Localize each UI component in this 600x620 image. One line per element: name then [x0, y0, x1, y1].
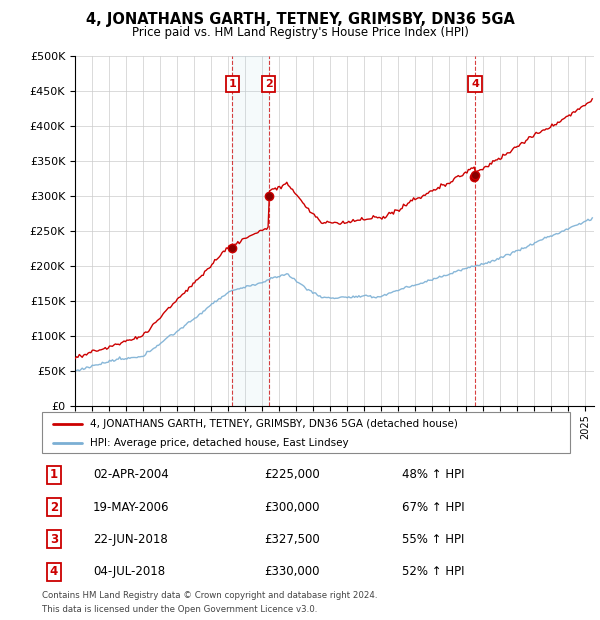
Text: £330,000: £330,000	[264, 565, 320, 578]
FancyBboxPatch shape	[42, 412, 570, 453]
Text: 1: 1	[50, 469, 58, 481]
Text: 4, JONATHANS GARTH, TETNEY, GRIMSBY, DN36 5GA: 4, JONATHANS GARTH, TETNEY, GRIMSBY, DN3…	[86, 12, 514, 27]
Text: HPI: Average price, detached house, East Lindsey: HPI: Average price, detached house, East…	[89, 438, 348, 448]
Text: Contains HM Land Registry data © Crown copyright and database right 2024.: Contains HM Land Registry data © Crown c…	[42, 591, 377, 600]
Text: 22-JUN-2018: 22-JUN-2018	[93, 533, 168, 546]
Text: 3: 3	[50, 533, 58, 546]
Text: 19-MAY-2006: 19-MAY-2006	[93, 501, 170, 513]
Text: 02-APR-2004: 02-APR-2004	[93, 469, 169, 481]
Text: 67% ↑ HPI: 67% ↑ HPI	[402, 501, 464, 513]
Text: This data is licensed under the Open Government Licence v3.0.: This data is licensed under the Open Gov…	[42, 604, 317, 614]
Text: £327,500: £327,500	[264, 533, 320, 546]
Text: 4: 4	[50, 565, 58, 578]
Text: 4, JONATHANS GARTH, TETNEY, GRIMSBY, DN36 5GA (detached house): 4, JONATHANS GARTH, TETNEY, GRIMSBY, DN3…	[89, 418, 457, 428]
Text: 2: 2	[50, 501, 58, 513]
Text: Price paid vs. HM Land Registry's House Price Index (HPI): Price paid vs. HM Land Registry's House …	[131, 26, 469, 39]
Text: 04-JUL-2018: 04-JUL-2018	[93, 565, 165, 578]
Text: 52% ↑ HPI: 52% ↑ HPI	[402, 565, 464, 578]
Text: 55% ↑ HPI: 55% ↑ HPI	[402, 533, 464, 546]
Bar	[232, 56, 269, 406]
Text: 4: 4	[471, 79, 479, 89]
Text: £300,000: £300,000	[264, 501, 320, 513]
Text: £225,000: £225,000	[264, 469, 320, 481]
Text: 1: 1	[229, 79, 236, 89]
Text: 2: 2	[265, 79, 272, 89]
Text: 48% ↑ HPI: 48% ↑ HPI	[402, 469, 464, 481]
